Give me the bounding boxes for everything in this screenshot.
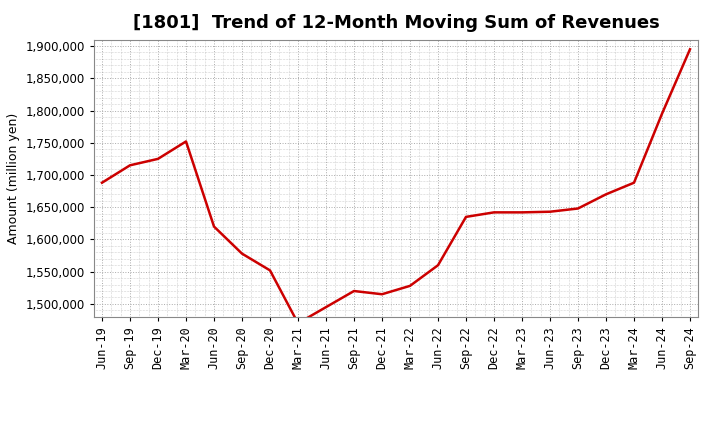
Title: [1801]  Trend of 12-Month Moving Sum of Revenues: [1801] Trend of 12-Month Moving Sum of R…: [132, 15, 660, 33]
Y-axis label: Amount (million yen): Amount (million yen): [6, 113, 19, 244]
